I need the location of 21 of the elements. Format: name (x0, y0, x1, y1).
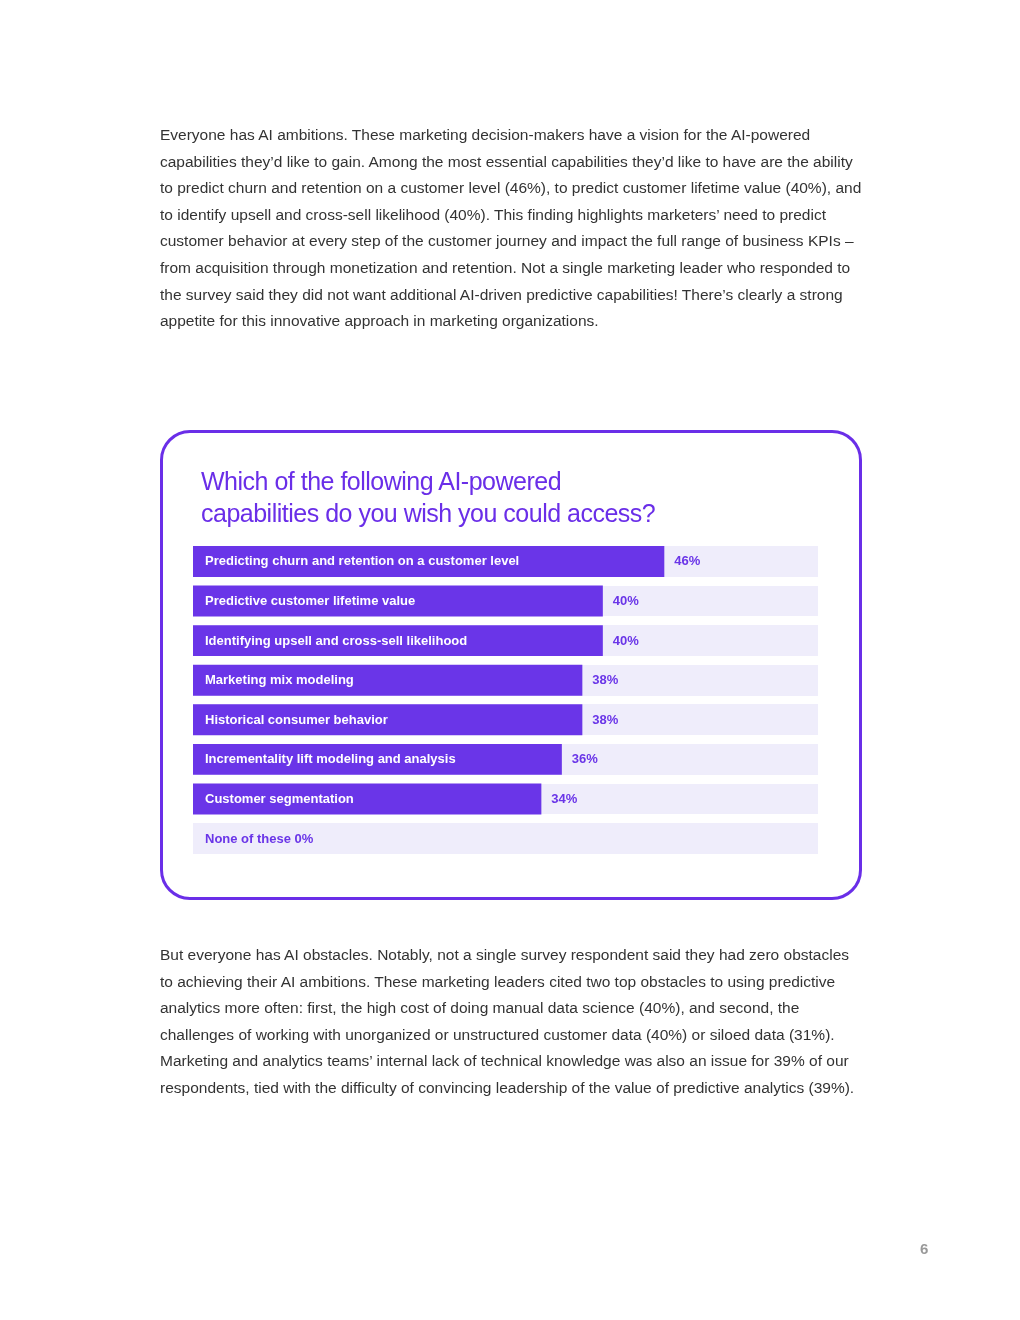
category-label: None of these 0% (205, 830, 314, 846)
bar (193, 664, 583, 696)
data-label: 40% (612, 632, 640, 648)
data-label: 38% (592, 711, 619, 727)
data-label: 36% (571, 751, 599, 767)
text: But everyone has AI obstacles. Notably, not a single survey respondent said they had zero obstacles to achieving their AI ambitions. These marketing leaders cited two top obstacles to using predictive analytics more often: first, the high cost of doing manual data science (40%), and second, the challenges of working with unorganized or unstructured customer data (40%) or siloed data (31%). Marketing and analytics teams’ internal lack of technical knowledge was also an issue for 39% of our respondents, tied with the difficulty of convincing leadership of the value of predictive analytics (39%). (160, 945, 856, 1098)
chart-title: Which of the following AI-powered capabilities do you wish you could access? (201, 466, 657, 529)
y-tick-label: Customer segmentation (205, 790, 354, 806)
text: 6 (920, 1240, 929, 1257)
y-tick-label: Incrementality lift modeling and analysis (205, 751, 456, 767)
data-label: 38% (592, 672, 619, 688)
data-label: 34% (551, 790, 578, 806)
text: Everyone has AI ambitions. These marketing decision-makers have a vision for the AI-powered capabilities they’d like to gain. Among the most essential capabilities they’d like to have are the ability to predict churn and retention on a customer level (46%), to predict customer lifetime value (40%), and to identify upsell and cross-sell likelihood (40%). This finding highlights marketers’ need to predict customer behavior at every step of the customer journey and impact the full range of business KPIs – from acquisition through monetization and retention. Not a single marketing leader who responded to the survey said they did not want additional AI-driven predictive capabilities! There’s clearly a strong appetite for this innovative approach in marketing organizations. (160, 125, 863, 332)
bar (193, 704, 583, 736)
y-tick-label: Predicting churn and retention on a customer level (205, 553, 520, 569)
y-tick-label: Identifying upsell and cross-sell likelihood (205, 632, 468, 648)
data-label: 46% (674, 553, 701, 569)
y-tick-label: Predictive customer lifetime value (205, 593, 416, 609)
y-tick-label: Historical consumer behavior (205, 711, 388, 727)
y-tick-label: Marketing mix modeling (205, 672, 354, 688)
data-label: 40% (612, 593, 640, 609)
